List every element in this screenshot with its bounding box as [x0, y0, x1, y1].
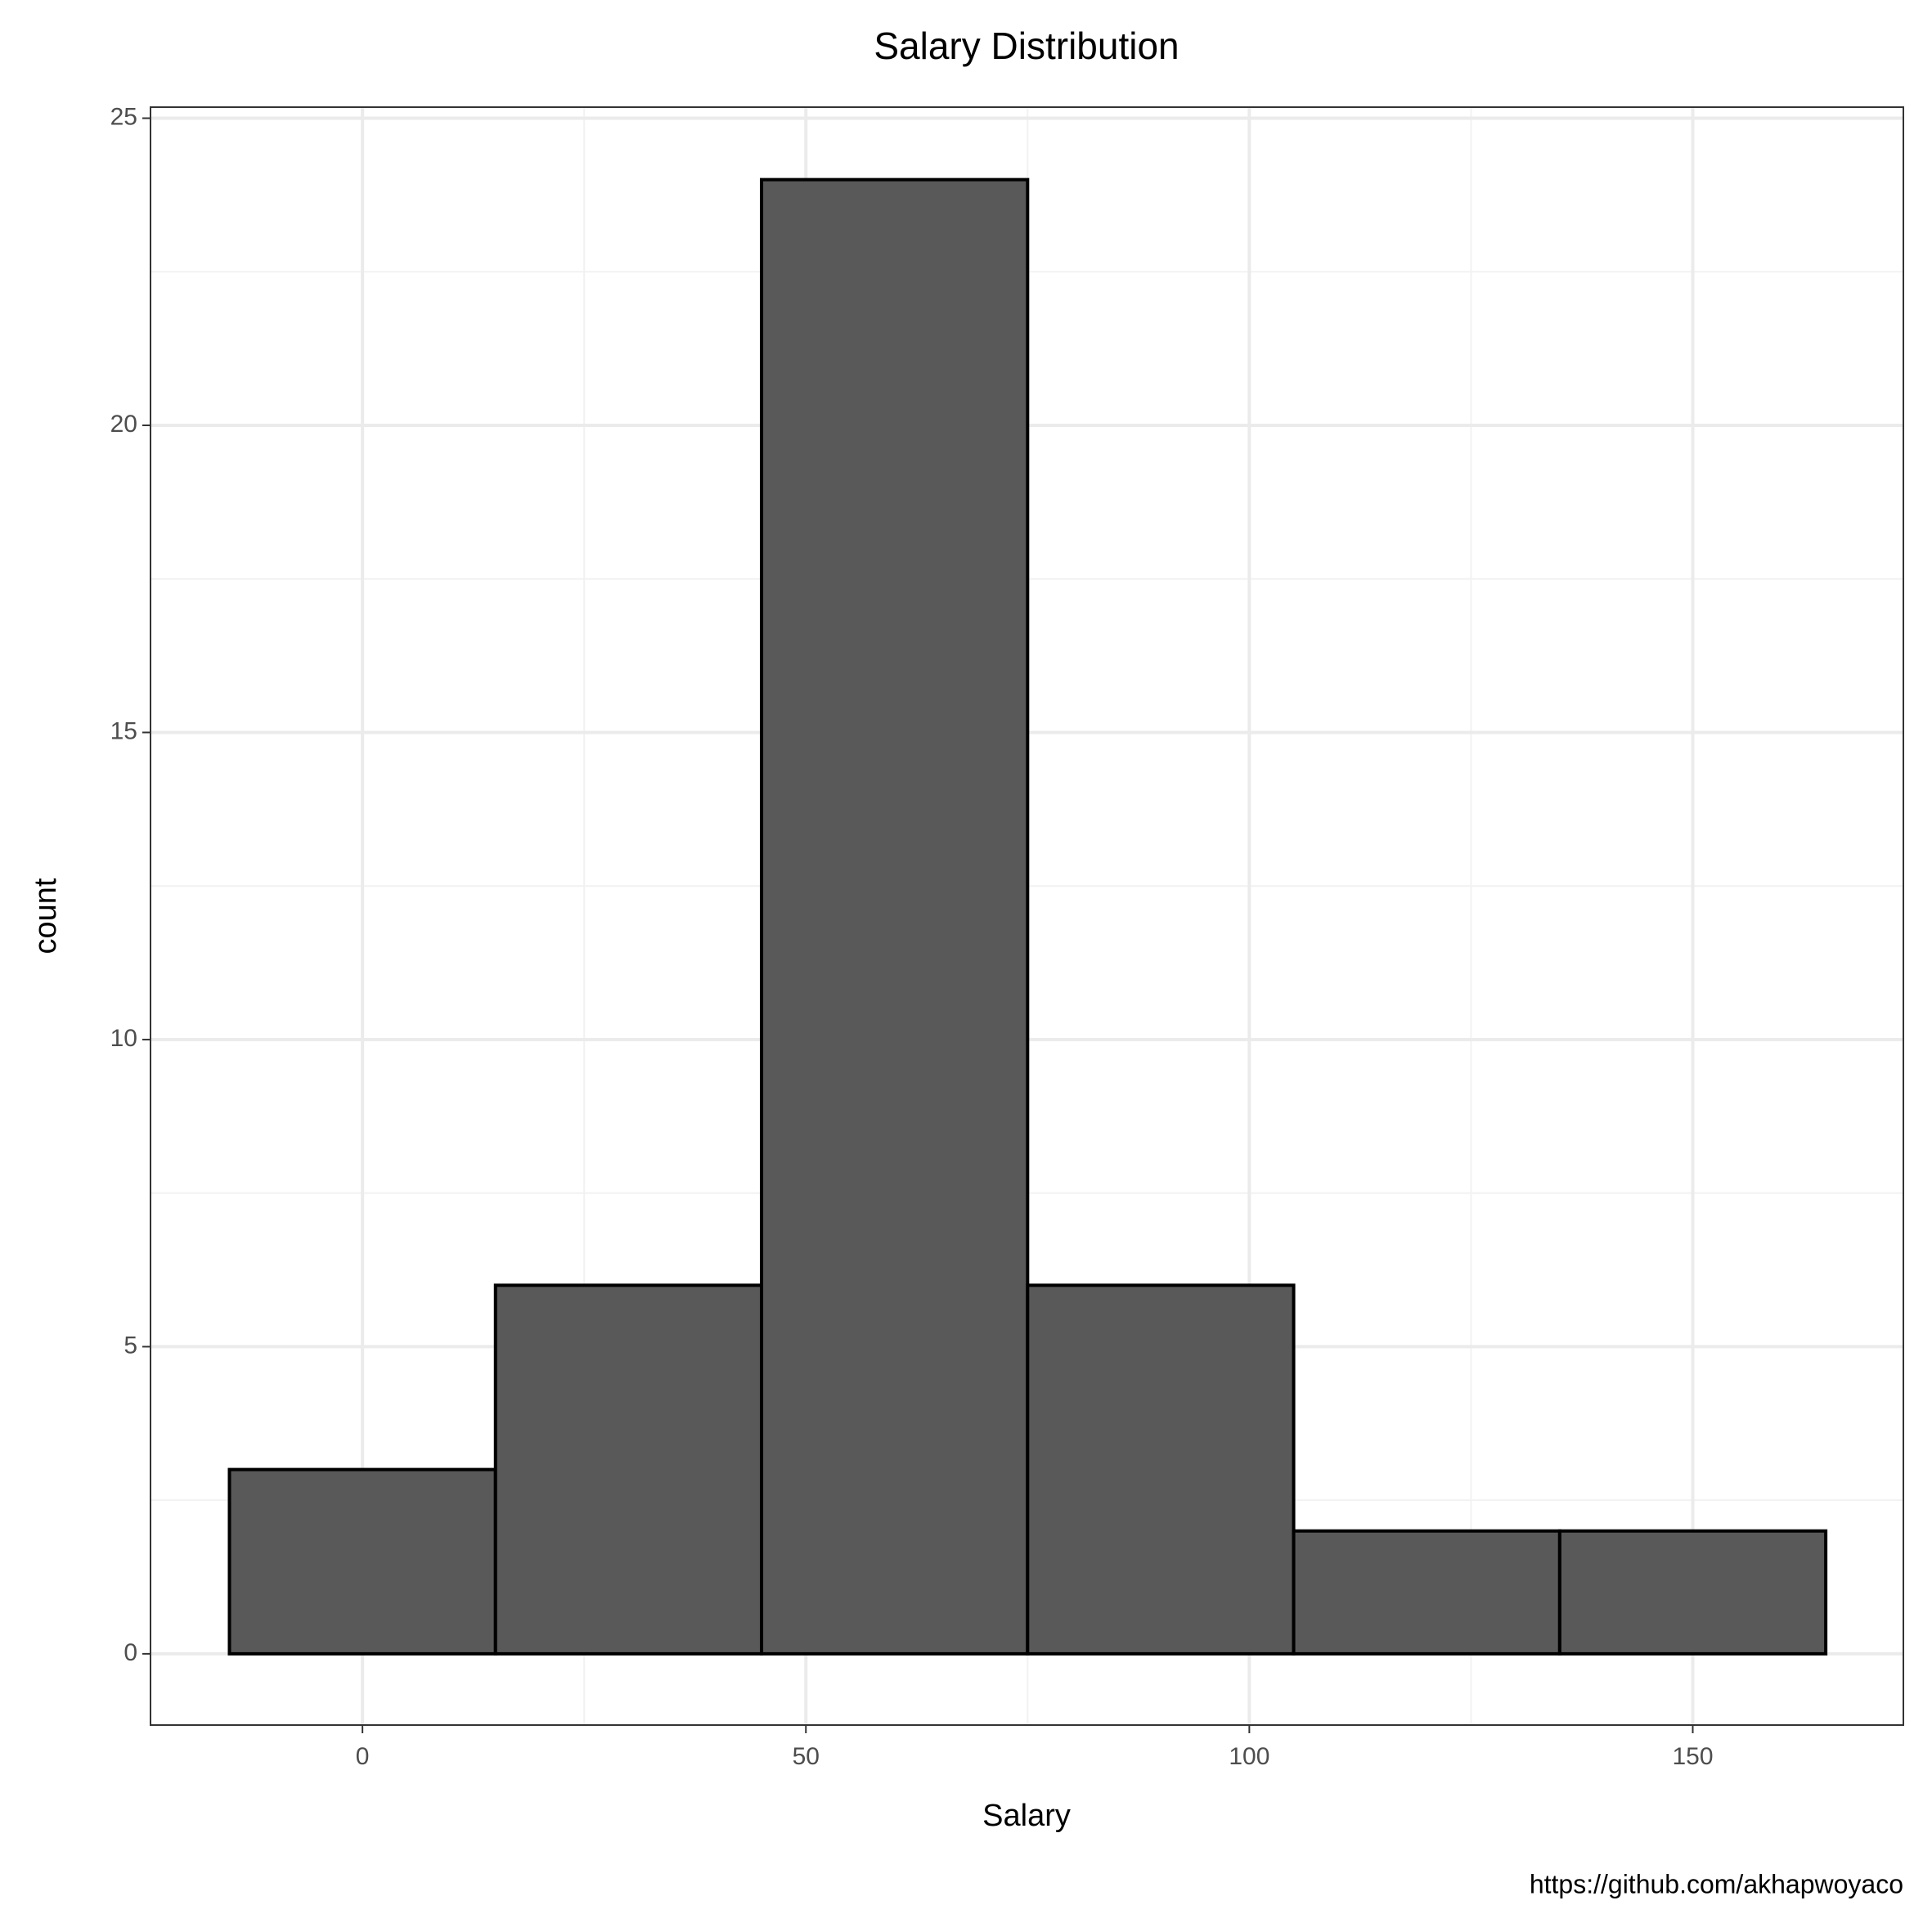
bar	[227, 1467, 497, 1656]
y-tick-label: 20	[110, 411, 137, 438]
bar	[760, 177, 1030, 1656]
panel-border	[150, 106, 1904, 1726]
x-tick-label: 50	[793, 1743, 820, 1770]
bar	[493, 1283, 764, 1656]
y-tick-label: 15	[110, 717, 137, 744]
y-axis-title: count	[29, 878, 63, 954]
bar	[1026, 1283, 1296, 1656]
x-tick-label: 0	[356, 1743, 370, 1770]
y-tick-label: 5	[124, 1332, 137, 1359]
caption: https://github.com/akhapwoyaco	[1530, 1869, 1903, 1898]
y-tick-label: 25	[110, 103, 137, 130]
bar	[1292, 1529, 1561, 1656]
chart-title: Salary Distribution	[874, 25, 1179, 67]
x-tick-label: 100	[1229, 1743, 1269, 1770]
bar	[1557, 1529, 1828, 1656]
x-tick-label: 150	[1672, 1743, 1713, 1770]
x-axis-title: Salary	[982, 1799, 1071, 1833]
y-tick-label: 0	[124, 1639, 137, 1666]
y-tick-label: 10	[110, 1025, 137, 1052]
